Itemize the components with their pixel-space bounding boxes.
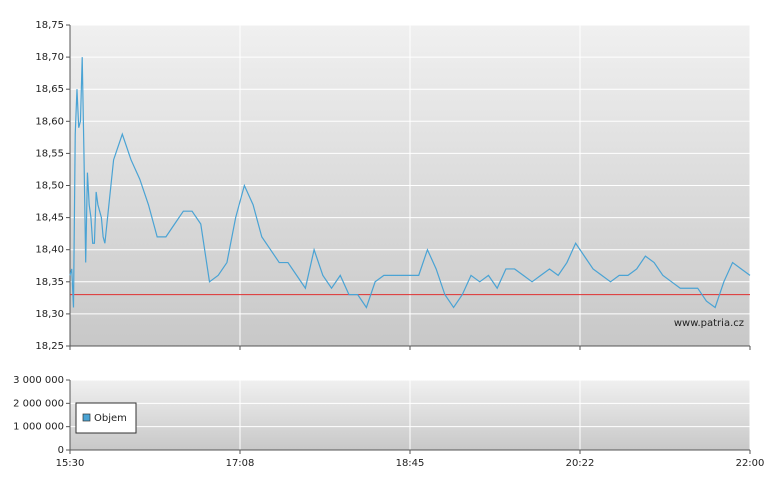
y-tick-label: 0 xyxy=(58,445,64,456)
y-tick-label: 18,30 xyxy=(35,309,64,320)
annotation: www.patria.cz xyxy=(674,318,744,329)
y-tick-label: 18,50 xyxy=(35,181,64,192)
x-tick-label: 20:22 xyxy=(566,458,595,469)
y-tick-label: 1 000 000 xyxy=(13,422,64,433)
y-tick-label: 18,65 xyxy=(35,84,64,95)
x-tick-label: 18:45 xyxy=(396,458,425,469)
y-tick-label: 18,35 xyxy=(35,277,64,288)
y-tick-label: 2 000 000 xyxy=(13,398,64,409)
y-tick-label: 18,55 xyxy=(35,148,64,159)
legend-swatch xyxy=(82,413,91,422)
y-tick-label: 18,70 xyxy=(35,52,64,63)
y-tick-label: 18,25 xyxy=(35,341,64,352)
price-line xyxy=(69,57,751,309)
x-tick-label: 22:00 xyxy=(736,458,765,469)
legend-label: Objem xyxy=(94,413,127,424)
y-tick-label: 3 000 000 xyxy=(13,375,64,386)
x-tick-label: 15:30 xyxy=(56,458,85,469)
y-tick-label: 18,60 xyxy=(35,116,64,127)
y-tick-label: 18,45 xyxy=(35,213,64,224)
y-tick-label: 18,40 xyxy=(35,245,64,256)
y-tick-label: 18,75 xyxy=(35,20,64,31)
x-tick-label: 17:08 xyxy=(226,458,255,469)
